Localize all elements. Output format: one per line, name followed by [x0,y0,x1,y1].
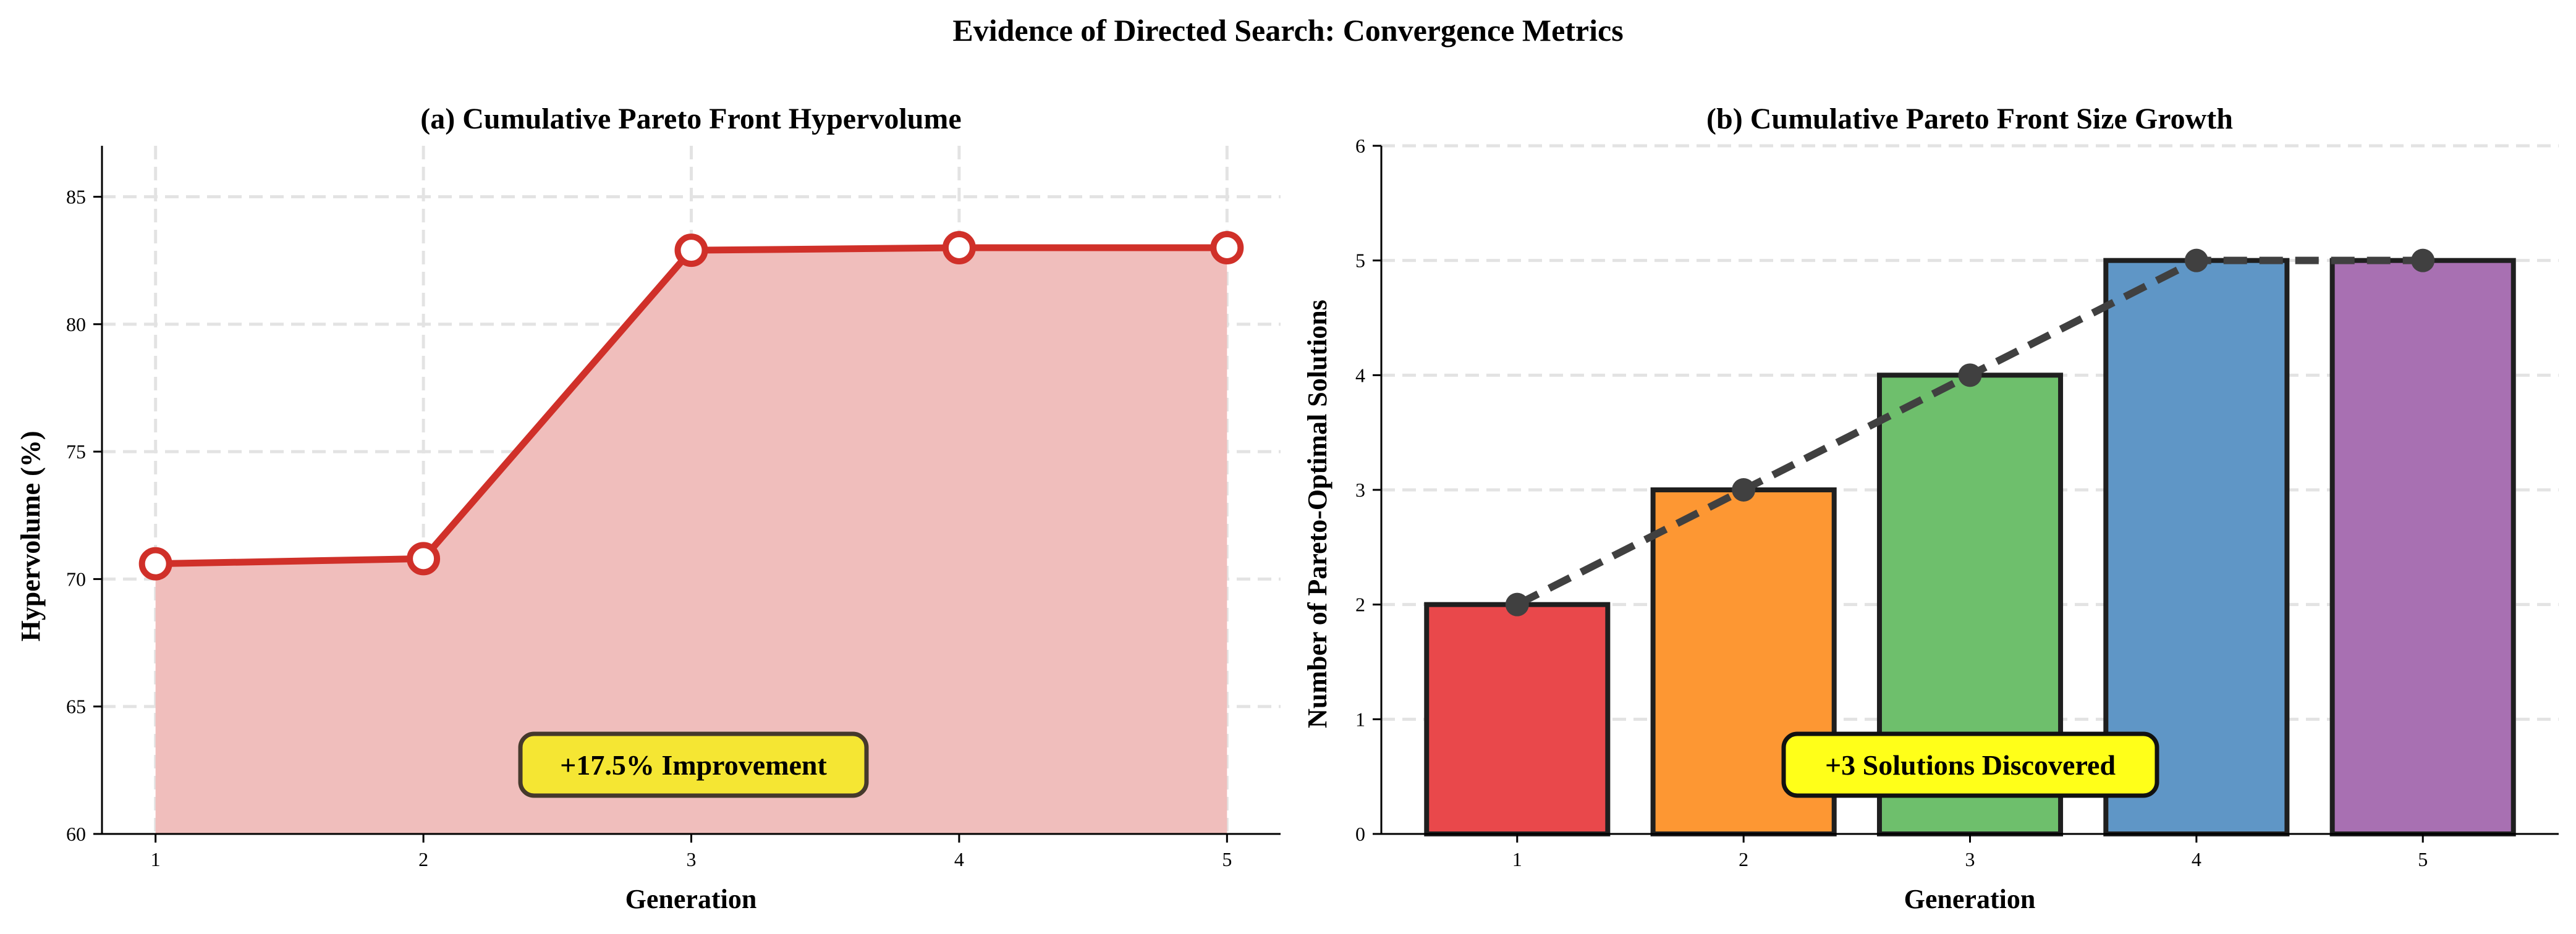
panel-b: 0 1 2 3 4 5 6 1 2 3 4 5 (b) Cumulative Pareto Fron… [1302,103,2559,914]
panel-b-title: (b) Cumulative Pareto Front Size Growth [1706,103,2233,135]
pareto-size-trend-point [1732,478,1756,502]
panel-b-y-tick-label: 2 [1355,594,1365,616]
pareto-size-trend-point [1958,363,1982,387]
panel-a-y-tick-label: 85 [66,186,86,208]
hypervolume-points [138,231,1244,581]
panel-a: 60 65 70 75 80 85 1 2 3 4 5 (a) Cumulative Pareto… [15,103,1281,914]
panel-b-x-label: Generation [1904,884,2036,914]
panel-a-y-tick-label: 75 [66,440,86,463]
panel-b-x-tick-label: 5 [2418,848,2428,870]
panel-a-y-label: Hypervolume (%) [15,431,46,642]
panel-b-annotation: +3 Solutions Discovered [1781,731,2159,798]
panel-a-annotation-text: +17.5% Improvement [560,749,827,781]
panel-b-annotation-box [1781,731,2159,798]
pareto-size-trend-point [2411,248,2435,272]
panel-b-y-tick-label: 4 [1355,364,1365,386]
panel-a-x-ticks: 1 2 3 4 5 [151,834,1232,870]
panel-a-y-tick-label: 80 [66,313,86,335]
panel-a-x-tick-label: 5 [1222,848,1232,870]
panel-b-x-tick-label: 3 [1965,848,1975,870]
panel-a-y-ticks: 60 65 70 75 80 85 [66,186,102,845]
pareto-size-bar [2329,258,2516,836]
panel-a-x-tick-label: 3 [687,848,697,870]
panel-a-x-tick-label: 1 [151,848,161,870]
panel-b-y-tick-label: 0 [1355,823,1365,845]
pareto-size-bar [1424,602,1611,837]
hypervolume-area [155,248,1227,834]
hypervolume-point [407,542,441,576]
panel-a-y-tick-label: 70 [66,568,86,590]
panel-b-annotation-text: +3 Solutions Discovered [1825,749,2116,781]
hypervolume-point [674,233,708,267]
pareto-size-trend-point [1505,592,1529,616]
hypervolume-point [138,547,172,581]
panel-a-y-tick-label: 65 [66,696,86,718]
panel-a-title: (a) Cumulative Pareto Front Hypervolume [420,103,961,135]
panel-a-x-tick-label: 4 [954,848,964,870]
panel-b-x-tick-label: 1 [1512,848,1522,870]
panel-b-y-ticks: 0 1 2 3 4 5 6 [1355,135,1381,845]
panel-b-x-tick-label: 2 [1739,848,1748,870]
hypervolume-point [942,231,976,265]
panel-b-x-ticks: 1 2 3 4 5 [1512,834,2428,870]
panel-b-y-tick-label: 1 [1355,708,1365,730]
figure-title: Evidence of Directed Search: Convergence… [952,13,1623,48]
panel-b-y-label: Number of Pareto-Optimal Solutions [1302,300,1332,728]
panel-a-annotation: +17.5% Improvement [518,731,869,798]
pareto-size-trend-point [2184,248,2208,272]
panel-a-annotation-box [518,731,869,798]
panel-b-y-tick-label: 6 [1355,135,1365,157]
panel-a-x-tick-label: 2 [418,848,428,870]
panel-a-x-label: Generation [625,884,757,914]
hypervolume-point [1210,231,1244,265]
panel-b-y-tick-label: 5 [1355,250,1365,272]
panel-b-y-tick-label: 3 [1355,479,1365,501]
pareto-size-trend-points [1505,248,2435,616]
panel-a-y-tick-label: 60 [66,823,86,845]
panel-b-x-tick-label: 4 [2192,848,2201,870]
